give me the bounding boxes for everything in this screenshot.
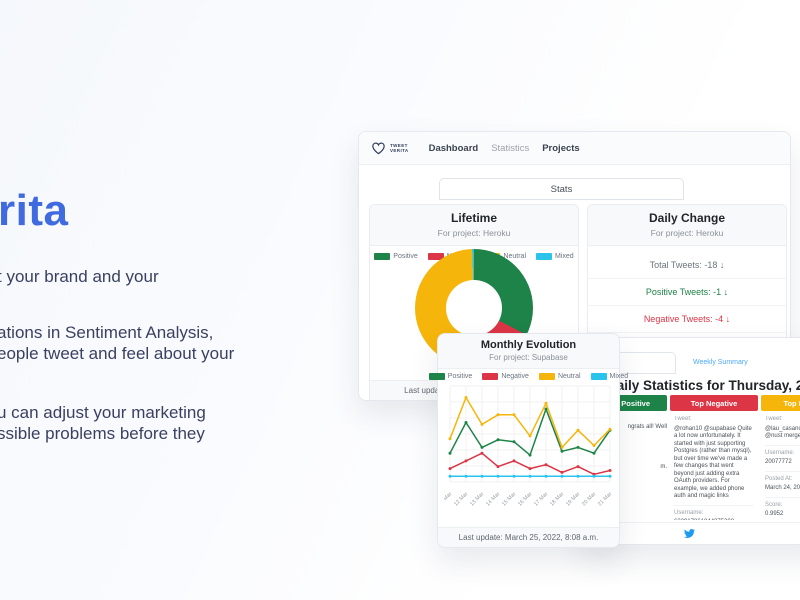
legend-label: Positive	[447, 373, 473, 380]
legend-item-mixed: Mixed	[536, 253, 574, 260]
x-tick-label: 18 Mar	[549, 491, 565, 507]
brand-line-1: TWEET	[390, 142, 408, 148]
username-value: 20077772	[765, 459, 792, 465]
evolution-footer: Last update: March 25, 2022, 8:08 a.m.	[438, 527, 619, 547]
legend-item-neutral: Neutral	[538, 373, 581, 380]
x-tick-label: 11 Mar	[444, 491, 454, 507]
x-tick-label: 20 Mar	[581, 491, 597, 507]
posted-value: March 24, 2022, 9:	[765, 485, 800, 491]
nav-links: Dashboard Statistics Projects	[429, 143, 580, 154]
daily-change-title: Daily Change	[648, 211, 726, 225]
legend-swatch	[538, 373, 555, 380]
weekly-summary-tab[interactable]: Weekly Summary	[693, 359, 748, 366]
logo[interactable]: TWEET VERITA	[371, 141, 409, 155]
x-tick-label: 19 Mar	[565, 491, 581, 507]
tweet-label: Tweet:	[674, 416, 692, 422]
x-tick-label: 16 Mar	[517, 491, 533, 507]
lifetime-card-header: Lifetime For project: Heroku	[370, 205, 578, 246]
hero-line: eople tweet and feel about your	[0, 344, 235, 363]
legend-label: Neutral	[503, 253, 527, 260]
hero-paragraph: ations in Sentiment Analysis, eople tweet…	[0, 322, 234, 364]
top-negative-column: Tweet: @rohan10 @supabase Quite a lot no…	[674, 416, 754, 520]
username-label: Username:	[674, 504, 754, 518]
lifetime-subtitle: For project: Heroku	[437, 228, 511, 238]
sentiment-legend: Positive Negative Neutral Mixed	[428, 373, 628, 380]
x-tick-label: 17 Mar	[533, 491, 549, 507]
stats-window-footer	[581, 522, 800, 544]
twitter-icon[interactable]	[683, 528, 695, 539]
x-tick-label: 12 Mar	[453, 491, 469, 507]
nav-item-projects[interactable]: Projects	[542, 142, 580, 154]
hero-line: u can adjust your marketing	[0, 403, 206, 422]
tab-stats[interactable]: Stats	[439, 178, 684, 200]
nav-item-dashboard[interactable]: Dashboard	[428, 142, 479, 154]
lifetime-title: Lifetime	[450, 211, 497, 225]
legend-swatch	[427, 253, 444, 260]
daily-change-row: Positive Tweets: -1 ↓	[588, 279, 786, 306]
tweet-text: @lau_casanove @nustlabis @nust merged 2 …	[765, 425, 800, 440]
heart-logo-icon	[372, 142, 385, 155]
legend-swatch	[482, 373, 499, 380]
brand-line-2: VERITA	[390, 148, 409, 153]
username-label: Username:	[765, 444, 800, 458]
daily-change-row: Total Tweets: -18 ↓	[588, 252, 786, 279]
posted-label: Posted At:	[765, 470, 800, 484]
legend-item-negative: Negative	[482, 373, 529, 380]
legend-label: Neutral	[557, 373, 581, 380]
x-tick-label: 14 Mar	[485, 491, 501, 507]
tweet-label: Tweet:	[765, 416, 783, 422]
daily-change-header: Daily Change For project: Heroku	[588, 205, 786, 246]
legend-swatch	[374, 253, 391, 260]
legend-item-mixed: Mixed	[590, 373, 629, 380]
legend-item-positive: Positive	[428, 373, 473, 380]
hero-paragraph: u can adjust your marketing ssible proble…	[0, 402, 206, 444]
top-neutral-column: Tweet: @lau_casanove @nustlabis @nust me…	[765, 416, 800, 520]
nav-item-statistics[interactable]: Statistics	[491, 142, 530, 154]
legend-label: Mixed	[555, 253, 574, 260]
top-positive-tweet-fragment: ngrats all! Well	[627, 424, 667, 430]
score-value: 0.9952	[765, 511, 784, 517]
daily-change-subtitle: For project: Heroku	[650, 228, 724, 238]
monthly-evolution-window: Monthly Evolution For project: Supabase …	[428, 333, 628, 548]
legend-item-positive: Positive	[374, 253, 418, 260]
daily-statistics-heading: Daily Statistics for Thursday, 24 March	[607, 378, 800, 393]
top-positive-posted-fragment: m.	[660, 464, 667, 470]
legend-swatch	[536, 253, 553, 260]
username-value: 632917861844275208	[674, 519, 754, 520]
top-negative-header: Top Negative	[670, 395, 758, 411]
legend-swatch	[428, 373, 445, 380]
page-title: rita	[0, 186, 69, 235]
evolution-header: Monthly Evolution For project: Supabase	[438, 334, 619, 369]
hero-line: ations in Sentiment Analysis,	[0, 323, 214, 342]
evolution-title: Monthly Evolution	[480, 339, 577, 351]
brand-name: TWEET VERITA	[390, 143, 409, 154]
daily-change-row: Negative Tweets: -4 ↓	[588, 306, 786, 333]
score-label: Score:	[765, 496, 800, 510]
top-neutral-header: Top Neutral	[761, 395, 800, 411]
hero-paragraph: t your brand and your	[0, 267, 159, 286]
x-tick-label: 21 Mar	[597, 491, 613, 507]
legend-swatch	[590, 373, 607, 380]
legend-label: Negative	[501, 373, 529, 380]
evolution-subtitle: For project: Supabase	[489, 353, 568, 362]
x-tick-label: 15 Mar	[501, 491, 517, 507]
legend-label: Mixed	[609, 373, 629, 380]
x-tick-label: 13 Mar	[469, 491, 485, 507]
hero-line: ssible problems before they	[0, 424, 205, 443]
navbar: TWEET VERITA Dashboard Statistics Projects	[359, 132, 790, 165]
tweet-text: @rohan10 @supabase Quite a lot now unfor…	[674, 425, 752, 500]
legend-label: Positive	[393, 253, 418, 260]
